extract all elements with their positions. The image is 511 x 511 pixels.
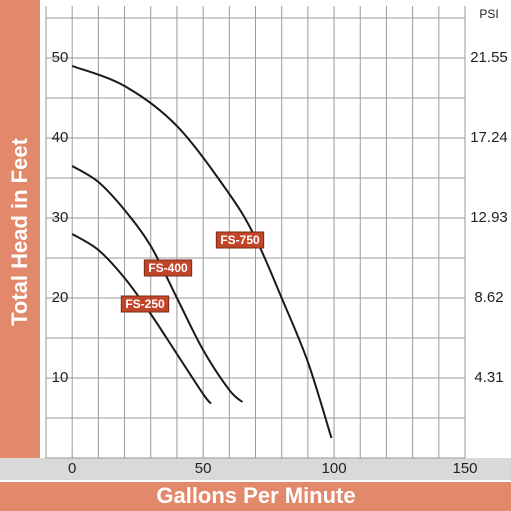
x-tick-band bbox=[0, 458, 511, 480]
series-label: FS-750 bbox=[220, 233, 260, 247]
y2-band bbox=[465, 0, 511, 458]
curve bbox=[71, 233, 212, 405]
series-label-box bbox=[215, 231, 265, 249]
x-label-band bbox=[0, 482, 511, 511]
y2-tick-label: 21.55 bbox=[470, 49, 508, 66]
y-tick-label: 20 bbox=[52, 289, 69, 306]
y-label-band bbox=[0, 0, 40, 458]
curve bbox=[71, 65, 333, 439]
series-label: FS-400 bbox=[148, 261, 188, 275]
y-tick-label: 40 bbox=[52, 129, 69, 146]
y2-tick-label: 12.93 bbox=[470, 209, 508, 226]
x-tick-label: 50 bbox=[195, 460, 212, 477]
curve bbox=[71, 165, 244, 403]
x-tick-label: 100 bbox=[322, 460, 347, 477]
y2-tick-label: 17.24 bbox=[470, 129, 508, 146]
y2-axis-label: PSI bbox=[479, 7, 498, 21]
y-axis-label: Total Head in Feet bbox=[7, 137, 32, 326]
series-label-box bbox=[143, 259, 193, 277]
y2-tick-label: 4.31 bbox=[474, 369, 503, 386]
y-tick-label: 10 bbox=[52, 369, 69, 386]
x-axis-label: Gallons Per Minute bbox=[156, 483, 355, 508]
series-label: FS-250 bbox=[125, 297, 165, 311]
series-label-box bbox=[120, 295, 170, 313]
y-tick-label: 50 bbox=[52, 49, 69, 66]
y2-tick-label: 8.62 bbox=[474, 289, 503, 306]
y-tick-label: 30 bbox=[52, 209, 69, 226]
x-tick-label: 150 bbox=[452, 460, 477, 477]
x-tick-label: 0 bbox=[68, 460, 76, 477]
